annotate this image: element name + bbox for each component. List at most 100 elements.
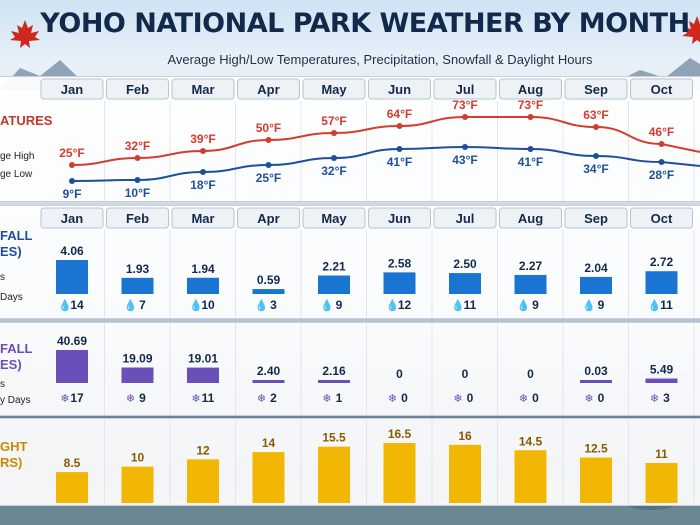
- page-title: YOHO NATIONAL PARK WEATHER BY MONTH: [40, 8, 690, 39]
- daylight-bar-label: 14: [262, 436, 276, 450]
- snowflake-icon: ❄: [584, 393, 593, 405]
- snowflake-icon: ❄: [650, 393, 659, 405]
- snowfall-bar: [56, 350, 88, 383]
- rainfall-panel: FALL ES) s Days Jan Feb Mar Apr May Jun Jul Aug…: [0, 205, 700, 319]
- high-temp-point: [462, 114, 468, 120]
- month-header-label: Jan: [61, 82, 83, 97]
- rainfall-bar-days: 7: [139, 298, 146, 312]
- month-header-cell: [40, 207, 104, 229]
- month-header-label: Jul: [456, 211, 475, 226]
- rainfall-bar: [514, 274, 547, 294]
- high-temp-point: [396, 123, 403, 129]
- daylight-bar: [252, 452, 285, 503]
- snowfall-bar-label: 0: [462, 367, 469, 381]
- rainfall-title-line1: FALL: [0, 228, 33, 243]
- month-header-label: Apr: [257, 82, 279, 97]
- high-temp-label: 39°F: [190, 132, 215, 146]
- month-header-cell: [237, 78, 300, 100]
- average-high-label: ge High: [0, 151, 35, 162]
- daylight-chart: 8.5 10 12 14 15.5 16.5 16 14.5 12.5 11: [56, 419, 695, 505]
- high-temp-point: [593, 124, 599, 130]
- high-temp-point: [527, 114, 534, 120]
- snowfall-bar: [187, 367, 219, 383]
- low-temp-label: 10°F: [125, 186, 150, 200]
- month-header-label: Oct: [651, 211, 673, 226]
- rainfall-bar: [187, 277, 219, 294]
- month-header-label: Jun: [388, 82, 411, 97]
- high-temp-point: [69, 162, 75, 168]
- month-header-label: Feb: [126, 211, 149, 226]
- rainfall-bar: [56, 260, 88, 294]
- low-temp-point: [69, 178, 75, 184]
- low-temp-point: [462, 144, 468, 150]
- rainfall-bar: [318, 275, 350, 294]
- rainfall-title-line2: ES): [0, 244, 22, 259]
- rainfall-bar-label: 1.93: [126, 262, 150, 276]
- daylight-bar: [121, 466, 154, 503]
- snowfall-panel: FALL ES) s y Days 40.69 ❄ 17 19.09 ❄ 9 19.01 ❄ 1…: [0, 322, 700, 416]
- month-header-label: Mar: [191, 82, 214, 97]
- rainfall-bar-label: 2.27: [519, 259, 543, 273]
- month-header-cell: [564, 78, 628, 100]
- daylight-bar: [187, 459, 219, 503]
- snowfall-bar-days: 0: [598, 391, 605, 405]
- rainfall-bar-days: 11: [660, 298, 673, 312]
- month-header-cell: [433, 78, 497, 100]
- rainfall-bar: [449, 273, 481, 294]
- rainfall-bar-label: 2.72: [650, 255, 674, 269]
- high-temp-label: 50°F: [256, 121, 281, 135]
- high-temp-label: 32°F: [125, 139, 150, 153]
- snowfall-bar-days: 0: [401, 391, 408, 405]
- month-header-cell: [499, 207, 562, 229]
- rainfall-bar-days: 11: [464, 298, 477, 312]
- snowfall-bar-days: 3: [663, 391, 670, 405]
- low-temp-point: [200, 169, 206, 175]
- month-header-cell: [171, 207, 235, 229]
- month-header-label: Jan: [61, 211, 83, 226]
- snowfall-bar-label: 2.40: [257, 364, 281, 378]
- rainfall-bar: [121, 277, 154, 294]
- daylight-bar: [580, 457, 612, 503]
- daylight-bar: [383, 443, 416, 503]
- snowfall-bar: [121, 367, 154, 383]
- month-header-cell: [302, 78, 366, 100]
- snowfall-bar: [580, 380, 612, 383]
- daylight-title-line2: RS): [0, 455, 23, 470]
- month-header-label: Apr: [257, 211, 279, 226]
- daylight-bar-label: 14.5: [519, 434, 543, 448]
- snowflake-icon: ❄: [453, 393, 462, 405]
- high-temp-point: [200, 148, 206, 154]
- page-subtitle: Average High/Low Temperatures, Precipita…: [167, 52, 593, 67]
- snowfall-bar-days: 0: [532, 391, 539, 405]
- raindrop-icon: 💧: [189, 299, 203, 312]
- raindrop-icon: 💧: [58, 299, 72, 312]
- low-temp-point: [134, 177, 141, 183]
- low-temp-point: [331, 155, 337, 161]
- snowflake-icon: ❄: [519, 393, 528, 405]
- low-temp-label: 18°F: [190, 178, 215, 192]
- high-temp-label: 46°F: [649, 125, 674, 139]
- daylight-bar-label: 12.5: [584, 442, 608, 456]
- daylight-bar: [449, 444, 481, 503]
- rainfall-bar-days: 3: [270, 298, 277, 312]
- high-temp-label: 73°F: [452, 98, 477, 112]
- month-header-cell: [368, 207, 431, 229]
- rainfall-bar-label: 1.94: [191, 262, 215, 276]
- month-header-cell: [630, 207, 693, 229]
- daylight-bar-label: 15.5: [322, 431, 346, 445]
- rainfall-sub-label: s: [0, 272, 5, 283]
- month-header-label: Jul: [456, 82, 475, 97]
- daylight-panel: GHT RS) 8.5 10 12 14 15.5 16.5 16 14.5 12.5 11: [0, 418, 700, 506]
- month-header-label: May: [321, 82, 347, 97]
- low-temp-label: 28°F: [649, 168, 674, 182]
- rainfall-bar-label: 2.58: [388, 256, 412, 270]
- snowfall-bar-label: 19.09: [122, 352, 152, 366]
- average-low-label: ge Low: [0, 169, 33, 180]
- snowfall-bar: [318, 380, 350, 383]
- daylight-bar-label: 8.5: [64, 456, 81, 470]
- month-header-label: Feb: [126, 82, 149, 97]
- rainfall-bar-label: 0.59: [257, 273, 281, 287]
- low-temp-label: 41°F: [518, 155, 543, 169]
- month-header-cell: [171, 78, 235, 100]
